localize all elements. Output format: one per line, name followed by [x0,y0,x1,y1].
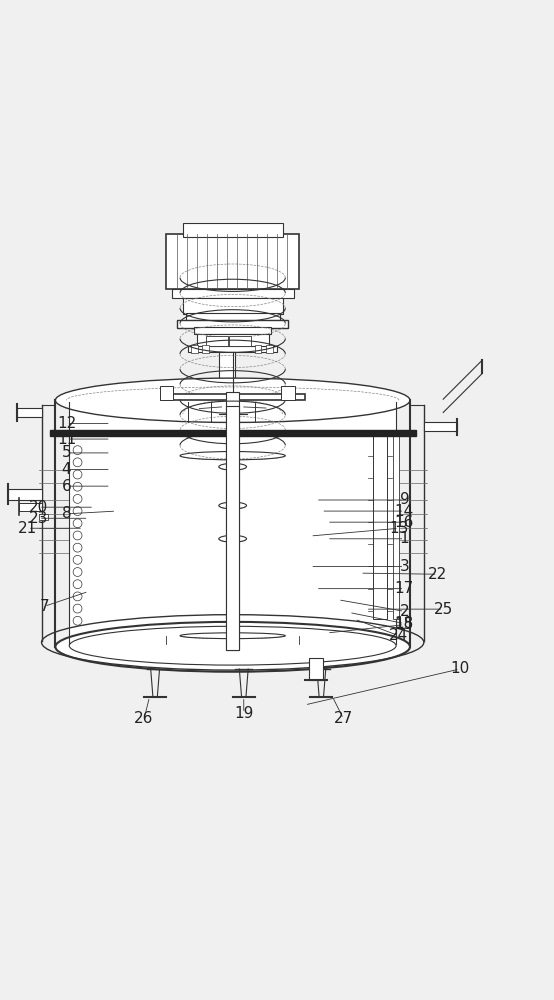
Text: 25: 25 [434,602,453,617]
Text: 26: 26 [135,711,153,726]
Text: 5: 5 [61,445,71,460]
Text: 15: 15 [395,617,414,632]
Text: 1: 1 [399,531,409,546]
Text: 24: 24 [389,628,408,643]
Text: 12: 12 [57,416,76,431]
Bar [229,336,251,346]
Text: 19: 19 [234,706,253,721]
Bar [186,313,280,320]
Text: 4: 4 [61,462,71,477]
Text: 22: 22 [428,567,447,582]
Bar [194,327,271,334]
Text: 6: 6 [61,479,71,494]
Bar [309,658,323,680]
Bar [172,289,294,298]
Bar [177,389,288,395]
Bar [183,298,283,314]
Text: 7: 7 [39,599,49,614]
Bar [281,386,295,400]
Text: 17: 17 [395,581,414,596]
Text: 21: 21 [18,521,37,536]
Text: 10: 10 [450,661,469,676]
Bar [266,345,273,353]
Bar [161,394,305,400]
Bar [69,402,396,644]
Bar [226,406,239,650]
Text: 27: 27 [334,711,353,726]
Ellipse shape [55,378,410,422]
Bar [39,514,48,520]
Bar [373,436,387,619]
Bar [17,408,42,417]
Bar [8,489,42,500]
Bar [197,334,269,348]
Bar [424,422,457,431]
Bar [191,345,198,353]
Text: 8: 8 [61,506,71,521]
Bar [206,336,228,346]
Text: 16: 16 [395,515,414,530]
Bar [202,345,209,353]
Text: 13: 13 [389,521,408,536]
Text: 3: 3 [399,559,409,574]
Bar [183,223,283,237]
Bar [393,436,399,619]
Bar [226,392,239,650]
Text: 9: 9 [399,492,409,508]
Bar [19,503,42,511]
Bar [188,346,277,352]
Text: 11: 11 [57,432,76,447]
Bar [255,345,261,353]
Bar [166,234,299,289]
Bar [219,352,235,392]
Text: 18: 18 [395,616,414,631]
Text: 23: 23 [29,511,48,526]
Ellipse shape [55,622,410,672]
Text: 2: 2 [399,604,409,619]
Bar [160,386,173,400]
Bar [177,320,288,328]
Text: 20: 20 [29,500,48,515]
Text: 14: 14 [395,504,414,519]
Bar [50,430,416,436]
